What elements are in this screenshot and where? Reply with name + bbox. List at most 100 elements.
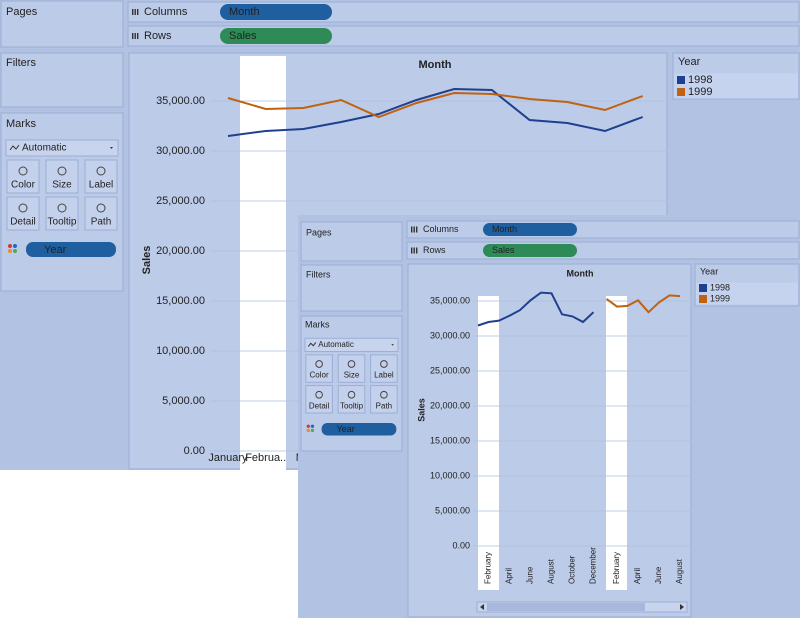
mark-button-icon (315, 390, 323, 399)
mark-type-dropdown[interactable] (5, 139, 119, 157)
year-pill[interactable] (321, 422, 397, 436)
dropdown-arrow (110, 147, 113, 149)
series-line (605, 294, 681, 314)
marks-title: Marks (305, 319, 330, 329)
columns-label: Columns (144, 6, 188, 18)
rows-pill[interactable] (483, 244, 577, 257)
mark-button[interactable] (6, 159, 40, 194)
y-tick-label: 15,000.00 (430, 435, 470, 445)
legend-swatch[interactable] (677, 88, 685, 96)
legend-row (674, 73, 798, 87)
y-tick-label: 35,000.00 (430, 295, 470, 305)
mark-button[interactable] (6, 196, 40, 231)
columns-label: Columns (423, 224, 459, 234)
mark-button-label: Color (310, 371, 329, 380)
legend-swatch[interactable] (677, 76, 685, 84)
rows-pill[interactable] (220, 28, 332, 44)
mark-button-icon (96, 166, 106, 176)
color-dot (306, 424, 310, 428)
legend-row (696, 282, 798, 294)
x-tick-label: October (568, 555, 577, 584)
rows-icon (134, 33, 136, 39)
mark-button-label: Size (344, 371, 360, 380)
mark-button[interactable] (370, 354, 398, 383)
mark-button[interactable] (305, 354, 333, 383)
filters-title: Filters (6, 57, 36, 69)
mark-button-label: Detail (309, 401, 330, 410)
mark-button-label: Path (376, 401, 392, 410)
scroll-left[interactable] (480, 604, 484, 610)
mark-button-label: Label (374, 371, 394, 380)
mark-button-icon (380, 360, 388, 368)
chart-area (407, 263, 692, 618)
columns-pill[interactable] (220, 4, 332, 20)
mark-button-label: Size (52, 180, 72, 191)
series-line (227, 91, 644, 119)
mark-type-text: Automatic (22, 143, 66, 154)
mark-button[interactable] (305, 385, 333, 414)
mark-button-label: Tooltip (48, 217, 77, 228)
marks-title: Marks (6, 118, 36, 130)
scrollbar-thumb[interactable] (487, 603, 645, 611)
legend-label[interactable]: 1999 (710, 293, 730, 303)
x-tick-label: February (612, 552, 621, 584)
filters-panel (300, 264, 403, 312)
legend-label[interactable]: 1999 (688, 86, 712, 98)
y-axis-label: Sales (416, 398, 426, 422)
mark-button-label: Path (91, 217, 112, 228)
mark-button[interactable] (45, 159, 79, 194)
front-window-content: Pages Columns Month Rows Sales Filters Marks Au… (300, 220, 800, 618)
y-tick-label: 20,000.00 (430, 400, 470, 410)
y-tick-label: 15,000.00 (156, 295, 205, 307)
series-line (227, 87, 644, 137)
mark-type-icon (307, 342, 317, 347)
columns-pill-text: Month (229, 6, 260, 18)
filters-title: Filters (306, 269, 331, 279)
mark-button-icon (18, 166, 28, 176)
x-tick-label: April (505, 568, 514, 584)
highlight-column (478, 296, 499, 590)
mark-button-icon (347, 390, 356, 399)
columns-icon (411, 226, 413, 233)
mark-type-dropdown[interactable] (304, 337, 399, 353)
rows-pill-text: Sales (229, 30, 257, 42)
mark-button[interactable] (84, 196, 118, 231)
mark-button[interactable] (45, 196, 79, 231)
pages-panel (300, 221, 403, 262)
y-tick-label: 25,000.00 (156, 195, 205, 207)
columns-icon (134, 9, 136, 15)
columns-icon (132, 9, 134, 15)
mark-button[interactable] (337, 385, 366, 414)
chart-title: Month (419, 59, 452, 71)
columns-pill[interactable] (483, 223, 577, 236)
columns-icon (416, 226, 418, 233)
legend-title: Year (678, 56, 701, 68)
rows-icon (411, 247, 413, 254)
legend-row (696, 293, 798, 305)
legend-swatch[interactable] (699, 284, 707, 292)
x-tick-label: February (484, 552, 493, 584)
x-tick-label: August (547, 558, 556, 584)
y-tick-label: 5,000.00 (435, 505, 470, 515)
mark-button[interactable] (337, 354, 366, 383)
rows-label: Rows (423, 245, 446, 255)
year-pill[interactable] (26, 242, 116, 257)
legend-label[interactable]: 1998 (688, 74, 712, 86)
mark-button-icon (18, 203, 28, 213)
y-tick-label: 10,000.00 (430, 470, 470, 480)
legend-label[interactable]: 1998 (710, 282, 730, 292)
mark-button-label: Detail (10, 217, 36, 228)
dropdown-arrow (391, 344, 394, 346)
pages-title: Pages (306, 227, 332, 237)
legend-swatch[interactable] (699, 295, 707, 303)
color-dot (8, 249, 12, 253)
rows-label: Rows (144, 30, 172, 42)
mark-button[interactable] (370, 385, 398, 414)
scroll-right[interactable] (680, 604, 684, 610)
x-tick-label: January (208, 452, 248, 464)
color-dot (310, 424, 315, 428)
pages-panel (0, 0, 124, 48)
y-tick-label: 35,000.00 (156, 95, 205, 107)
mark-button[interactable] (84, 159, 118, 194)
y-tick-label: 10,000.00 (156, 345, 205, 357)
